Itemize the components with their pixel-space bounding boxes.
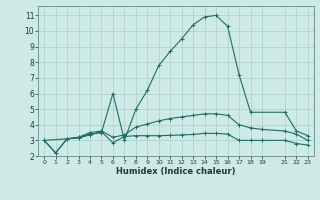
X-axis label: Humidex (Indice chaleur): Humidex (Indice chaleur) [116,167,236,176]
